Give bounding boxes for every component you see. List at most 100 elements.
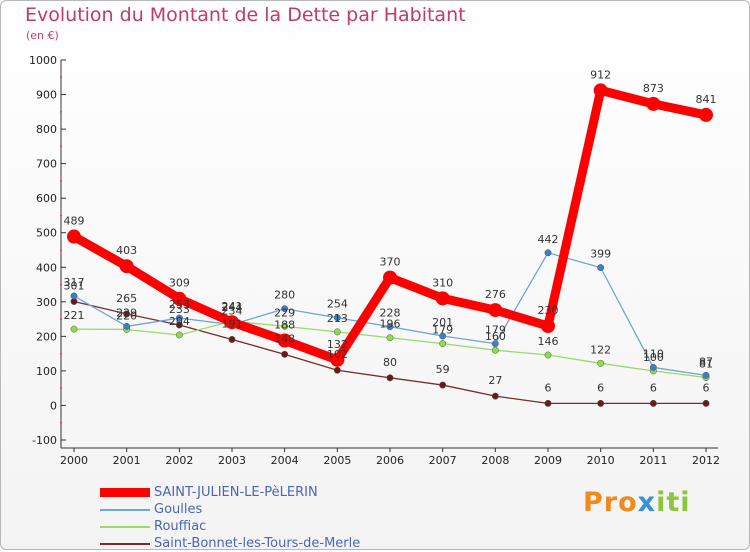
data-point (439, 381, 447, 389)
data-label: 309 (169, 277, 190, 290)
data-point (544, 249, 552, 257)
data-label: 229 (274, 306, 295, 319)
data-point (330, 352, 345, 367)
data-label: 228 (380, 307, 401, 320)
y-tick-label: 200 (36, 330, 57, 343)
y-tick-label: 800 (36, 123, 57, 136)
data-point (386, 374, 394, 382)
data-label: 6 (703, 381, 710, 394)
data-point (649, 364, 657, 371)
data-point (123, 310, 131, 318)
data-label: 87 (699, 355, 713, 368)
y-minor-tick (60, 421, 62, 424)
x-tick-label: 2006 (376, 454, 404, 467)
data-point (544, 399, 552, 407)
data-point (172, 291, 187, 306)
data-label: 230 (538, 304, 559, 317)
data-label: 213 (327, 312, 348, 325)
x-tick-label: 2003 (218, 454, 246, 467)
data-point (541, 319, 555, 333)
y-tick-label: 300 (36, 296, 57, 309)
data-label: 100 (643, 351, 664, 364)
data-point (333, 366, 341, 374)
data-point (544, 351, 552, 359)
data-label: 310 (432, 276, 453, 289)
data-point (646, 96, 661, 111)
x-tick-label: 2005 (323, 454, 351, 467)
data-label: 179 (485, 324, 506, 337)
y-minor-tick (60, 110, 62, 113)
data-point (491, 340, 499, 348)
data-label: 201 (432, 316, 453, 329)
data-point (386, 323, 394, 331)
x-tick-label: 2000 (60, 454, 88, 467)
data-point (593, 83, 608, 98)
chart-subtitle: (en €) (26, 29, 59, 42)
y-tick-label: 700 (36, 158, 57, 171)
proxiti-logo: Proxiti (583, 487, 691, 518)
y-tick-label: 0 (50, 399, 57, 412)
data-label: 253 (169, 298, 190, 311)
data-label: 160 (485, 330, 506, 343)
legend-swatch (100, 508, 150, 511)
data-label: 301 (64, 279, 85, 292)
data-label: 102 (327, 348, 348, 361)
data-point (597, 399, 605, 407)
x-tick-label: 2012 (692, 454, 720, 467)
x-tick-label: 2009 (534, 454, 562, 467)
data-point (123, 322, 131, 330)
data-label: 59 (436, 363, 450, 376)
data-label: 6 (597, 381, 604, 394)
data-point (228, 336, 236, 343)
data-point (386, 334, 394, 342)
y-tick-label: 1000 (29, 54, 57, 67)
data-point (175, 321, 183, 329)
data-point (488, 303, 503, 318)
data-point (702, 399, 710, 407)
y-minor-tick (60, 145, 62, 148)
legend-swatch (100, 488, 150, 497)
data-label: 229 (116, 306, 137, 319)
data-point (333, 328, 341, 336)
y-tick-label: 100 (36, 365, 57, 378)
data-point (491, 392, 499, 400)
data-label: 179 (432, 324, 453, 337)
logo-part-1: Pro (583, 487, 638, 518)
data-point (597, 264, 605, 272)
data-point (70, 292, 78, 300)
data-label: 80 (383, 356, 397, 369)
data-label: 241 (222, 300, 243, 313)
data-point (333, 314, 341, 322)
data-point (439, 340, 447, 348)
x-tick-label: 2008 (481, 454, 509, 467)
data-label: 27 (488, 374, 502, 387)
y-minor-tick (60, 76, 62, 79)
data-label: 220 (116, 309, 137, 322)
x-tick-label: 2010 (587, 454, 615, 467)
data-label: 132 (327, 338, 348, 351)
data-label: 81 (699, 357, 713, 370)
data-label: 276 (485, 288, 506, 301)
data-label: 110 (643, 347, 664, 360)
legend-swatch (100, 525, 150, 528)
x-tick-label: 2011 (639, 454, 667, 467)
y-minor-tick (60, 179, 62, 182)
x-tick-label: 2001 (113, 454, 141, 467)
data-label: 221 (64, 309, 85, 322)
y-tick-label: -100 (32, 434, 57, 447)
data-label: 873 (643, 82, 664, 95)
data-point (281, 350, 289, 358)
data-label: 317 (64, 276, 85, 289)
data-label: 280 (274, 289, 295, 302)
data-point (175, 314, 183, 322)
data-label: 148 (274, 332, 295, 345)
data-label: 399 (590, 248, 611, 261)
data-point (702, 371, 710, 379)
data-point (67, 229, 81, 244)
legend-label: Rouffiac (154, 519, 207, 534)
data-label: 370 (380, 256, 401, 269)
y-tick-label: 400 (36, 261, 57, 274)
legend-swatch (100, 542, 150, 545)
